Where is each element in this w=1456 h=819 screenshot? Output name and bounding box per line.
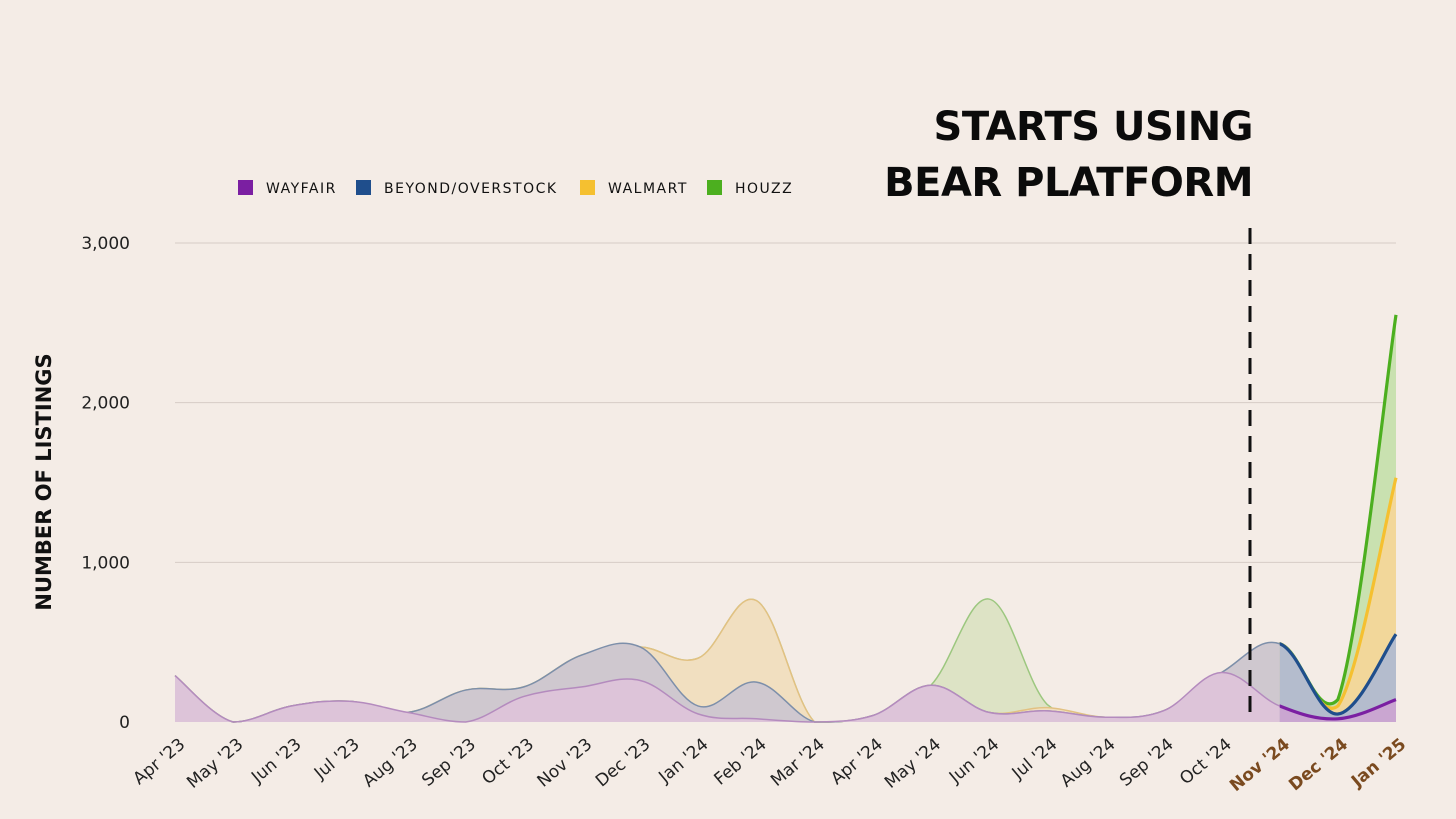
x-tick-label: Jun '23 bbox=[247, 735, 305, 788]
legend: WAYFAIR BEYOND/OVERSTOCK WALMART HOUZZ bbox=[238, 180, 793, 197]
legend-swatch bbox=[580, 180, 595, 195]
x-tick-label: Jan '24 bbox=[655, 735, 713, 788]
annotation-line1: STARTS USING bbox=[934, 104, 1253, 150]
line-wayfair-before bbox=[174, 671, 1280, 723]
x-tick-label: Aug '24 bbox=[1057, 735, 1120, 792]
legend-swatch bbox=[707, 180, 722, 195]
area-beyond-overstock-before bbox=[175, 642, 1280, 722]
y-axis-label: NUMBER OF LISTINGS bbox=[32, 353, 56, 610]
x-tick-label: Apr '24 bbox=[827, 735, 887, 790]
x-tick-label: Sep '24 bbox=[1116, 735, 1178, 791]
x-tick-label: Mar '24 bbox=[767, 735, 829, 791]
y-tick-label: 0 bbox=[119, 713, 130, 733]
x-tick-label: Jun '24 bbox=[945, 735, 1003, 788]
x-tick-label: Feb '24 bbox=[710, 735, 770, 790]
legend-swatch bbox=[238, 180, 253, 195]
legend-label: WALMART bbox=[608, 181, 688, 197]
annotation-line2: BEAR PLATFORM bbox=[884, 160, 1253, 206]
x-tick-label: Jan '25 bbox=[1347, 735, 1410, 793]
y-tick-label: 2,000 bbox=[81, 394, 130, 414]
x-tick-label: Jul '23 bbox=[310, 735, 364, 785]
x-tick-label: Dec '23 bbox=[592, 735, 654, 792]
x-tick-label: May '23 bbox=[183, 735, 247, 793]
y-tick-label: 1,000 bbox=[81, 553, 130, 573]
legend-label: BEYOND/OVERSTOCK bbox=[384, 181, 558, 197]
legend-label: WAYFAIR bbox=[266, 181, 337, 197]
y-tick-label: 3,000 bbox=[81, 234, 130, 254]
series-areas bbox=[174, 314, 1398, 723]
x-tick-label: Nov '24 bbox=[1226, 734, 1294, 796]
legend-swatch bbox=[356, 180, 371, 195]
area-walmart-after bbox=[1279, 477, 1396, 722]
grid bbox=[175, 242, 1396, 563]
x-tick-label: Jul '24 bbox=[1008, 735, 1062, 785]
x-tick-label: Apr '23 bbox=[130, 735, 190, 790]
area-beyond-overstock-after bbox=[1279, 634, 1396, 722]
x-tick-label: Aug '23 bbox=[359, 735, 422, 792]
x-tick-label: Oct '23 bbox=[478, 735, 538, 790]
area-wayfair-before bbox=[175, 672, 1280, 722]
legend-label: HOUZZ bbox=[735, 181, 793, 197]
x-tick-label: Nov '23 bbox=[534, 735, 597, 792]
x-tick-label: Sep '23 bbox=[418, 735, 480, 791]
x-tick-label: Dec '24 bbox=[1285, 734, 1352, 795]
x-tick-label: May '24 bbox=[881, 735, 945, 793]
area-walmart-before bbox=[175, 599, 1280, 722]
y-axis-ticks: 0 1,000 2,000 3,000 bbox=[81, 234, 130, 733]
